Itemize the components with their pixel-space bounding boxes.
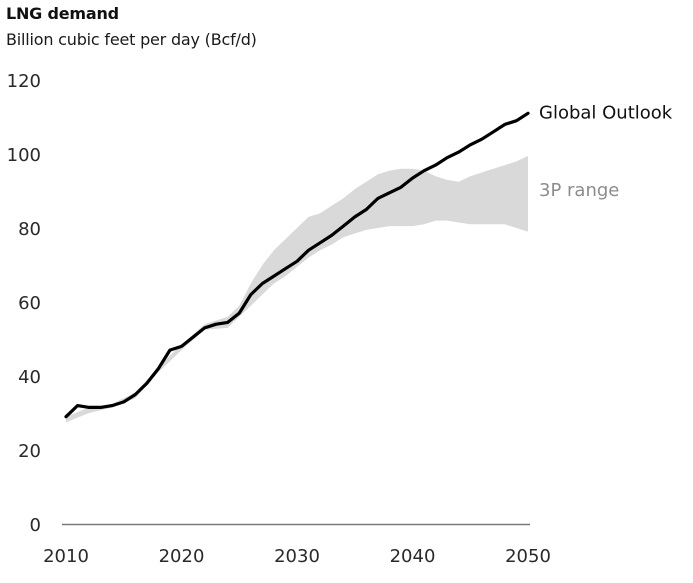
y-tick-label: 80 bbox=[18, 219, 41, 240]
chart-title: LNG demand bbox=[6, 4, 119, 23]
chart-subtitle: Billion cubic feet per day (Bcf/d) bbox=[6, 30, 257, 49]
x-tick-label: 2010 bbox=[43, 546, 89, 567]
label-layer: Global Outlook 3P range bbox=[539, 102, 673, 201]
y-tick-label: 100 bbox=[7, 145, 41, 166]
x-tick-label: 2050 bbox=[505, 546, 551, 567]
band-3p-range bbox=[66, 155, 528, 423]
y-tick-label: 60 bbox=[18, 293, 41, 314]
label-3p-range: 3P range bbox=[539, 180, 619, 201]
band-layer bbox=[66, 155, 528, 423]
y-tick-label: 0 bbox=[30, 515, 41, 536]
x-tick-label: 2040 bbox=[390, 546, 436, 567]
y-tick-label: 20 bbox=[18, 441, 41, 462]
label-global-outlook: Global Outlook bbox=[539, 102, 673, 123]
line-layer bbox=[64, 111, 530, 419]
x-tick-label: 2030 bbox=[274, 546, 320, 567]
x-tick-label: 2020 bbox=[159, 546, 205, 567]
y-tick-label: 40 bbox=[18, 367, 41, 388]
y-tick-label: 120 bbox=[7, 71, 41, 92]
